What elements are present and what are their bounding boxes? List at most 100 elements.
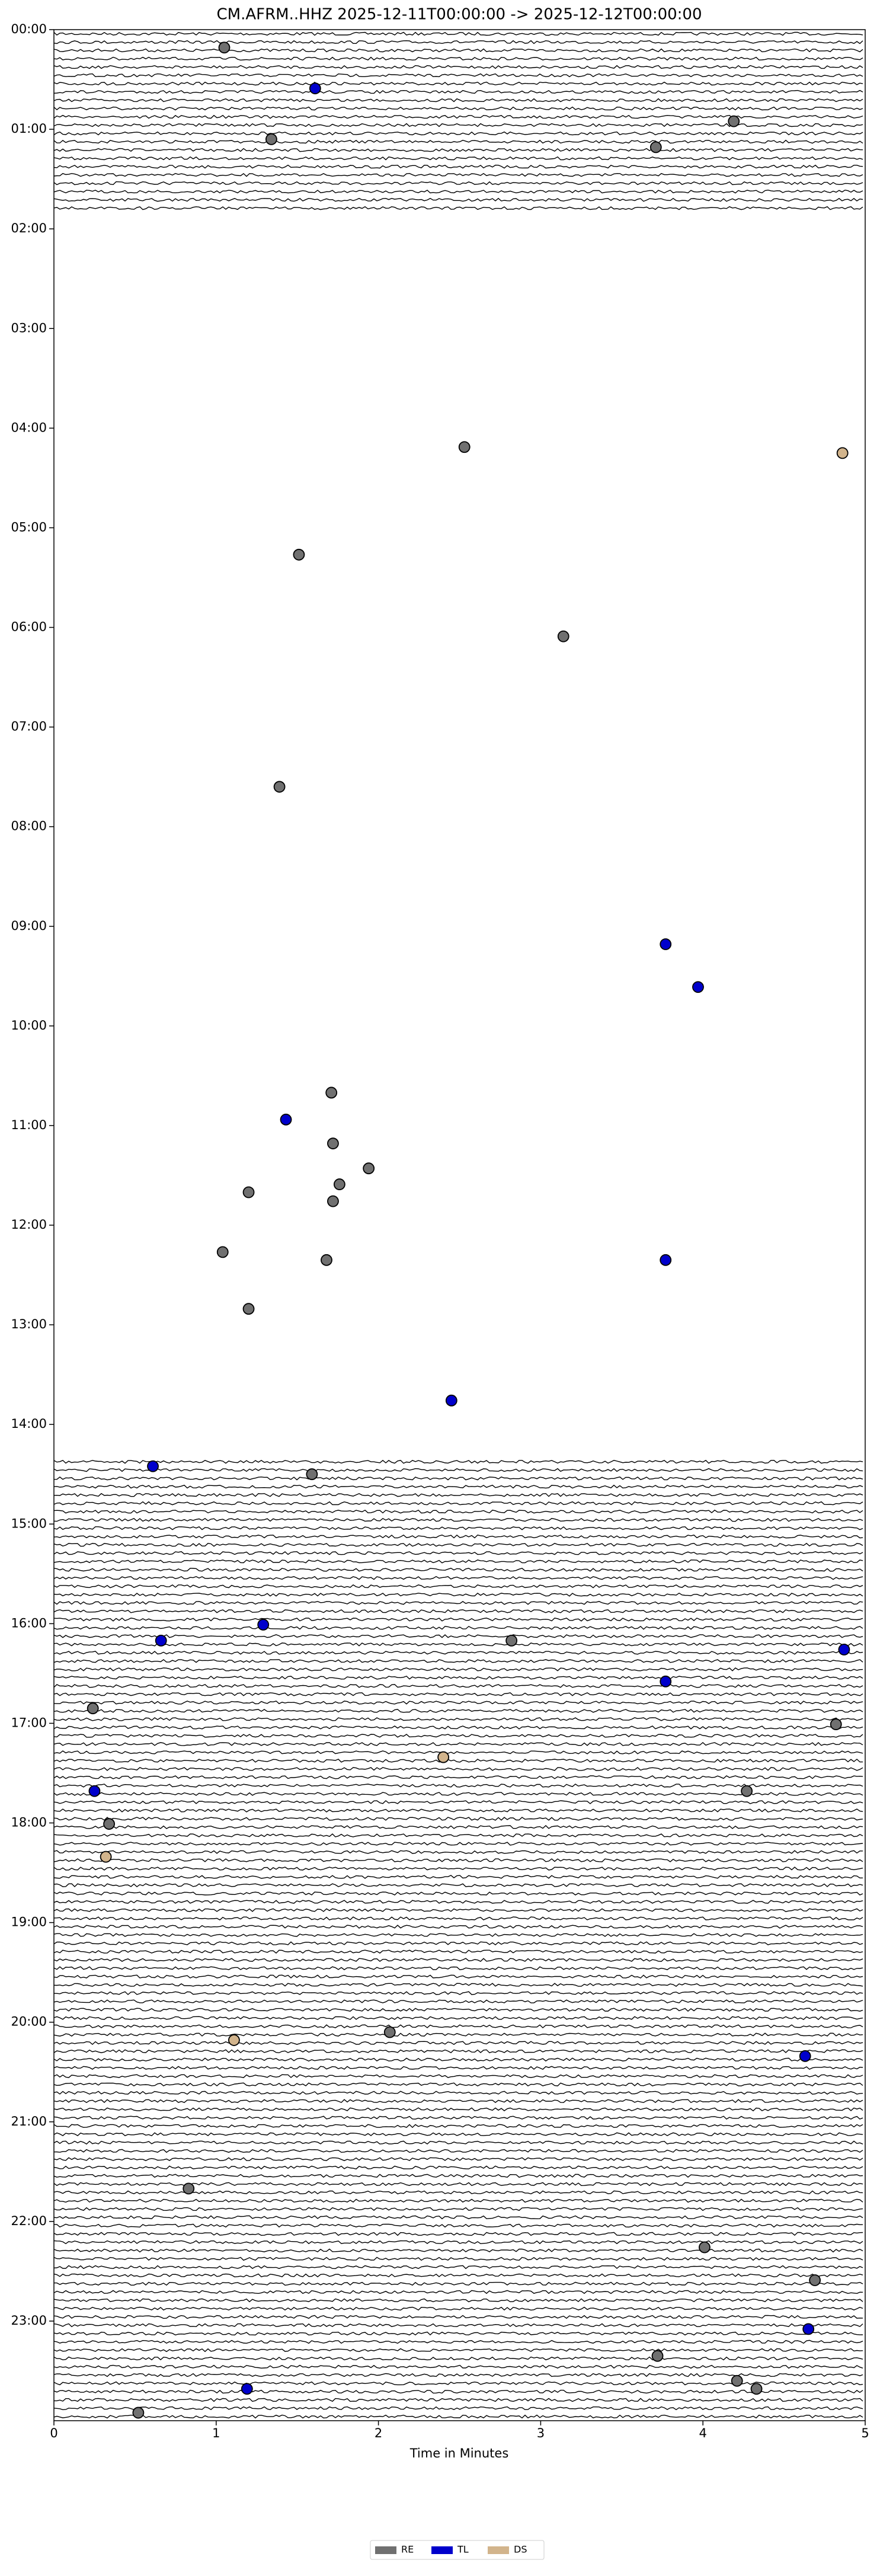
event-marker [216,1246,229,1258]
legend-label: TL [457,2544,469,2555]
y-tick-label: 03:00 [11,321,47,335]
trace [53,1900,863,1904]
trace [53,1808,863,1813]
event-marker [741,1785,753,1797]
y-tick-label: 09:00 [11,919,47,933]
event-marker [132,2406,145,2419]
trace [53,1883,863,1887]
trace [53,1991,863,1995]
event-marker [280,1113,292,1126]
trace [53,40,863,44]
trace [53,1534,863,1539]
x-axis-label: Time in Minutes [409,2446,509,2460]
trace [53,1659,863,1663]
trace [53,1509,863,1514]
trace [53,1925,863,1929]
trace [53,1741,863,1746]
event-marker [147,1460,159,1472]
y-tick-label: 05:00 [11,520,47,534]
event-marker [750,2383,763,2395]
y-tick-label: 20:00 [11,2015,47,2029]
event-marker [802,2323,815,2335]
trace [53,2041,863,2046]
trace [53,1734,863,1738]
trace [53,56,863,61]
event-marker [88,1785,101,1797]
trace [53,2032,863,2037]
trace [53,2115,863,2120]
trace [53,1684,863,1688]
trace [53,2306,863,2311]
trace [53,81,863,86]
event-marker [257,1619,270,1631]
trace [53,2381,863,2386]
event-marker [445,1394,457,1407]
trace [53,1609,863,1613]
trace [53,1817,863,1821]
trace [53,2364,863,2369]
trace [53,1775,863,1779]
event-marker [273,781,286,793]
trace [53,1692,863,1696]
trace [53,197,863,202]
trace [53,1916,863,1920]
trace [53,2257,863,2261]
event-marker [838,1644,850,1655]
event-marker [325,1086,338,1099]
event-marker [731,2374,743,2387]
trace [53,1850,863,1854]
trace [53,1559,863,1564]
trace [53,2223,863,2228]
trace [53,1601,863,1605]
event-marker [692,981,704,993]
y-tick-label: 08:00 [11,819,47,833]
trace [53,2099,863,2104]
trace [53,1958,863,1962]
trace [53,2066,863,2070]
trace [53,1468,863,1472]
trace [53,2124,863,2128]
trace [53,1551,863,1555]
trace [53,31,863,36]
trace [53,1575,863,1580]
trace [53,1501,863,1506]
trace [53,2356,863,2361]
event-marker [809,2274,821,2286]
trace [53,2190,863,2195]
trace [53,2207,863,2211]
trace [53,172,863,177]
trace [53,1717,863,1721]
trace [53,1974,863,1979]
trace [53,90,863,94]
trace [53,1833,863,1837]
y-tick-label: 02:00 [11,221,47,235]
trace [53,114,863,119]
legend-label: DS [514,2544,527,2555]
trace [53,1484,863,1489]
y-tick-label: 06:00 [11,620,47,634]
y-tick-label: 17:00 [11,1715,47,1730]
trace [53,1526,863,1530]
x-tick-label: 5 [861,2426,869,2440]
trace [53,2132,863,2137]
x-tick-label: 2 [375,2426,382,2440]
trace [53,1709,863,1713]
y-tick-label: 04:00 [11,420,47,434]
event-marker [799,2050,811,2062]
event-marker [383,2026,396,2038]
x-tick-label: 1 [212,2426,220,2440]
trace [53,48,863,53]
trace [53,2024,863,2029]
event-marker [183,2182,195,2195]
trace [53,2414,863,2419]
event-marker [660,1254,672,1266]
trace [53,2323,863,2328]
trace [53,1983,863,1987]
event-marker [155,1635,167,1647]
trace [53,2232,863,2236]
event-marker [100,1850,112,1863]
trace [53,2331,863,2336]
trace [53,1767,863,1771]
trace [53,2049,863,2054]
event-marker [699,2241,711,2254]
